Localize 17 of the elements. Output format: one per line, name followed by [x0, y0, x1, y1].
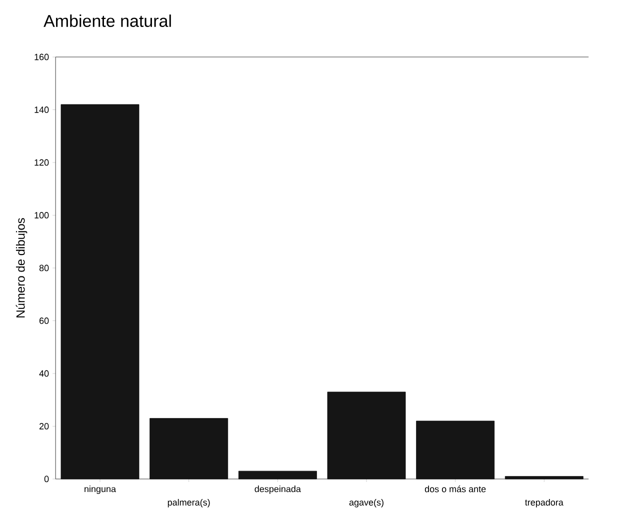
- y-tick-label: 140: [34, 106, 49, 113]
- y-tick-label: 100: [34, 212, 49, 218]
- y-tick-label: 120: [34, 159, 49, 166]
- x-tick-label: despeinada: [254, 486, 301, 494]
- x-tick-label: agave(s): [349, 498, 384, 508]
- x-tick-label: palmera(s): [168, 498, 210, 508]
- x-tick-label: ninguna: [84, 486, 116, 494]
- y-tick-label: 20: [40, 423, 49, 430]
- y-tick-label: 80: [39, 264, 49, 272]
- x-tick-label: trepadora: [525, 498, 564, 508]
- y-tick-label: 40: [39, 370, 49, 377]
- y-tick-label: 160: [34, 54, 49, 60]
- y-tick-label: 0: [44, 476, 49, 482]
- x-tick-label: dos o más ante: [424, 486, 486, 492]
- chart-title: Ambiente natural: [44, 14, 171, 28]
- y-tick-label: 60: [40, 318, 49, 324]
- y-axis-title: Número de dibujos: [16, 218, 28, 318]
